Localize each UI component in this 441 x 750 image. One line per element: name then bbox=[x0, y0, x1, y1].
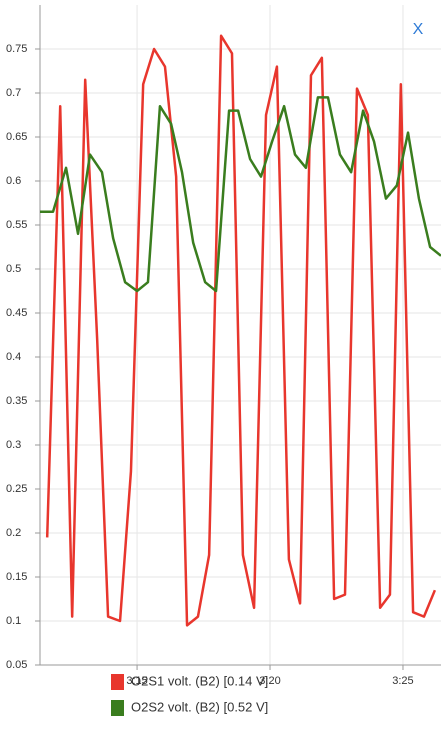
legend-swatch bbox=[111, 674, 124, 690]
y-tick-label: 0.05 bbox=[6, 659, 27, 671]
series-line bbox=[45, 34, 437, 627]
close-button[interactable]: X bbox=[413, 21, 424, 38]
legend: O2S1 volt. (B2) [0.14 V] O2S2 volt. (B2) … bbox=[111, 673, 268, 716]
series-line bbox=[40, 96, 441, 293]
y-tick-label: 0.75 bbox=[6, 43, 27, 55]
y-tick-label: 0.45 bbox=[6, 307, 27, 319]
y-tick-label: 0.65 bbox=[6, 131, 27, 143]
x-tick-label: 3:20 bbox=[259, 675, 280, 687]
y-tick-label: 0.1 bbox=[6, 615, 21, 627]
legend-label: O2S1 volt. (B2) [0.14 V] bbox=[131, 673, 268, 688]
x-tick-label: 3:25 bbox=[392, 675, 413, 687]
y-tick-label: 0.7 bbox=[6, 87, 21, 99]
y-tick-label: 0.55 bbox=[6, 219, 27, 231]
y-tick-label: 0.3 bbox=[6, 439, 21, 451]
legend-label: O2S2 volt. (B2) [0.52 V] bbox=[131, 699, 268, 714]
y-tick-label: 0.2 bbox=[6, 527, 21, 539]
y-tick-label: 0.6 bbox=[6, 175, 21, 187]
y-tick-label: 0.4 bbox=[6, 351, 21, 363]
legend-swatch bbox=[111, 700, 124, 716]
y-tick-label: 0.15 bbox=[6, 571, 27, 583]
y-tick-label: 0.35 bbox=[6, 395, 27, 407]
y-tick-label: 0.5 bbox=[6, 263, 21, 275]
y-tick-label: 0.25 bbox=[6, 483, 27, 495]
x-tick-label: 3:15 bbox=[126, 675, 147, 687]
